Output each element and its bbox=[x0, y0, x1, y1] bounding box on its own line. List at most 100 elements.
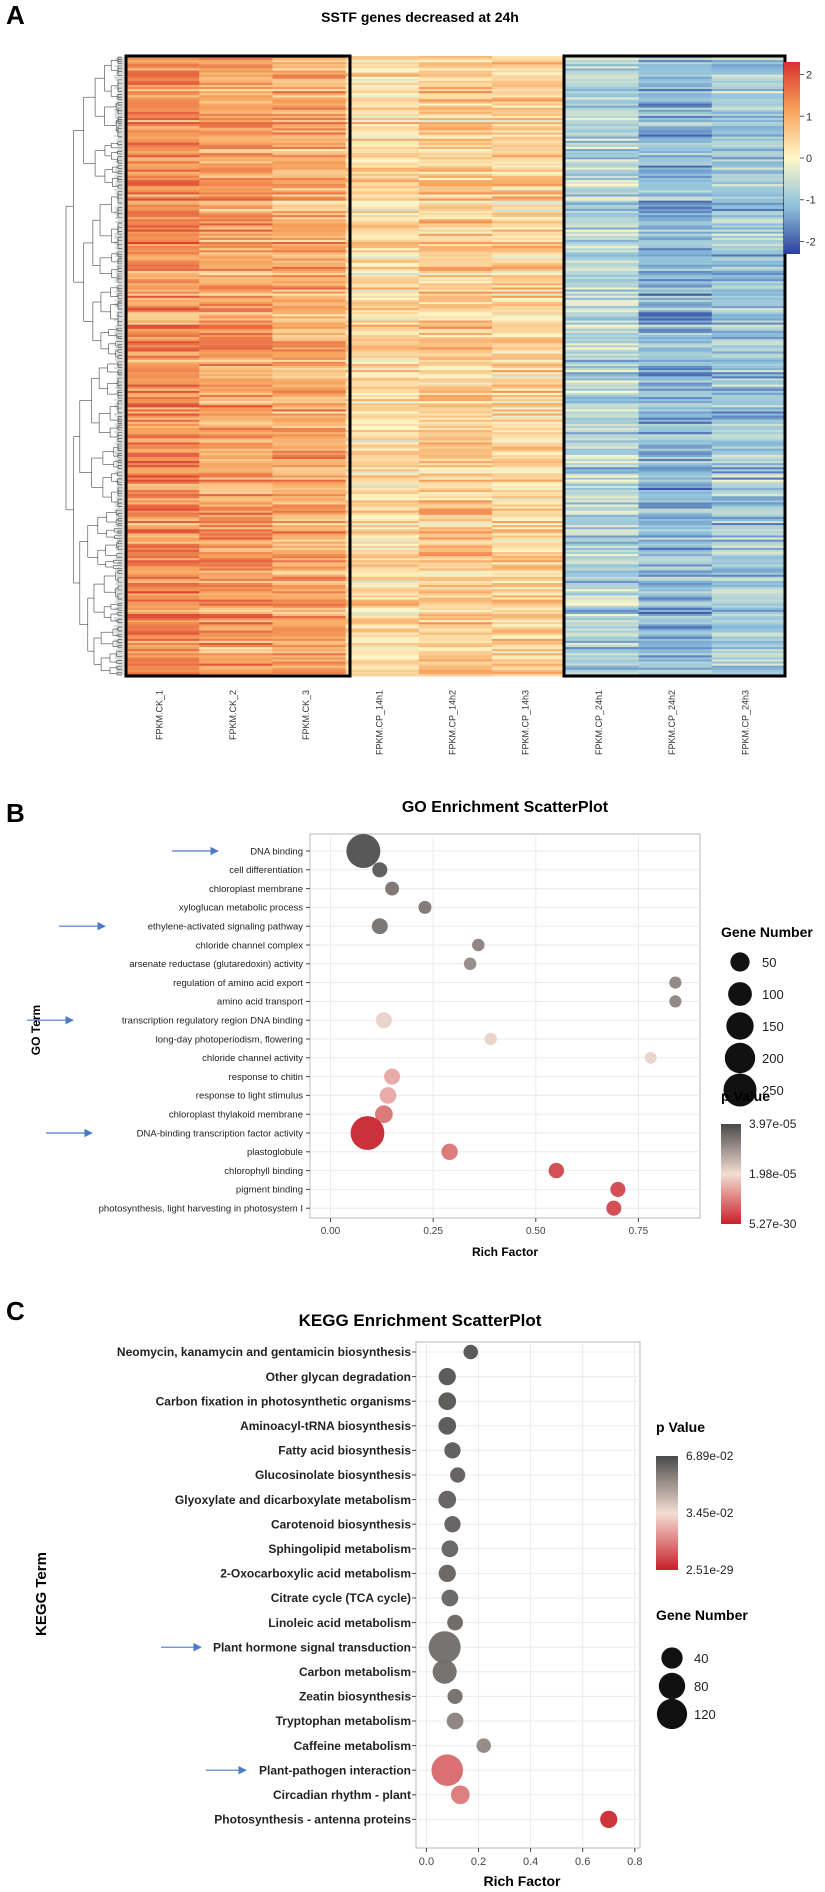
heatmap-cell bbox=[711, 580, 786, 584]
heatmap-cell bbox=[711, 593, 786, 596]
heatmap-cell bbox=[199, 456, 273, 460]
heatmap-cell bbox=[126, 200, 200, 204]
heatmap-cell bbox=[711, 144, 786, 148]
heatmap-cell bbox=[126, 136, 200, 140]
heatmap-cell bbox=[492, 301, 566, 305]
heatmap-cell bbox=[638, 667, 713, 671]
x-tick-label: 0.6 bbox=[575, 1856, 590, 1868]
heatmap-cell bbox=[345, 564, 420, 567]
heatmap-cell bbox=[711, 196, 786, 199]
heatmap-cell bbox=[711, 556, 786, 559]
heatmap-cell bbox=[418, 310, 493, 313]
heatmap-cell bbox=[711, 62, 786, 65]
heatmap-cell bbox=[492, 583, 566, 586]
heatmap-cell bbox=[492, 165, 566, 168]
heatmap-cell bbox=[199, 490, 273, 493]
heatmap-cell bbox=[126, 618, 200, 621]
data-point bbox=[441, 1143, 458, 1160]
heatmap-cell bbox=[418, 132, 493, 135]
heatmap-cell bbox=[272, 671, 347, 675]
heatmap-cell bbox=[638, 144, 713, 148]
heatmap-cell bbox=[492, 275, 566, 278]
heatmap-cell bbox=[711, 568, 786, 571]
heatmap-cell bbox=[492, 481, 566, 485]
heatmap-cell bbox=[126, 91, 200, 94]
heatmap-cell bbox=[711, 326, 786, 330]
heatmap-cell bbox=[711, 171, 786, 175]
heatmap-cell bbox=[126, 165, 200, 168]
heatmap-cell bbox=[345, 531, 420, 534]
heatmap-cell bbox=[492, 614, 566, 617]
heatmap-cell bbox=[199, 138, 273, 142]
heatmap-cell bbox=[272, 587, 347, 590]
heatmap-cell bbox=[565, 647, 639, 650]
heatmap-cell bbox=[711, 146, 786, 150]
heatmap-cell bbox=[492, 101, 566, 104]
heatmap-cell bbox=[199, 392, 273, 396]
heatmap-cell bbox=[126, 541, 200, 545]
heatmap-cell bbox=[199, 190, 273, 193]
heatmap-cell bbox=[565, 289, 639, 292]
heatmap-cell bbox=[272, 368, 347, 371]
heatmap-cell bbox=[638, 626, 713, 629]
heatmap-cell bbox=[126, 328, 200, 332]
heatmap-cell bbox=[492, 111, 566, 115]
heatmap-cell bbox=[418, 630, 493, 633]
heatmap-cell bbox=[638, 386, 713, 390]
heatmap-cell bbox=[126, 568, 200, 571]
heatmap-cell bbox=[272, 225, 347, 228]
heatmap-cell bbox=[345, 268, 420, 272]
heatmap-cell bbox=[345, 171, 420, 175]
heatmap-cell bbox=[638, 436, 713, 439]
heatmap-cell bbox=[126, 132, 200, 135]
heatmap-cell bbox=[492, 268, 566, 272]
heatmap-cell bbox=[418, 585, 493, 588]
heatmap-cell bbox=[272, 80, 347, 84]
heatmap-cell bbox=[418, 490, 493, 493]
heatmap-cell bbox=[565, 99, 639, 102]
heatmap-cell bbox=[126, 626, 200, 629]
heatmap-cell bbox=[418, 66, 493, 69]
heatmap-cell bbox=[492, 500, 566, 503]
heatmap-cell bbox=[565, 130, 639, 133]
heatmap-cell bbox=[126, 514, 200, 518]
heatmap-cell bbox=[492, 91, 566, 94]
heatmap-cell bbox=[711, 421, 786, 425]
heatmap-cell bbox=[711, 258, 786, 261]
heatmap-cell bbox=[199, 463, 273, 466]
heatmap-cell bbox=[272, 198, 347, 202]
heatmap-cell bbox=[345, 459, 420, 462]
heatmap-cell bbox=[711, 157, 786, 160]
heatmap-cell bbox=[492, 151, 566, 154]
heatmap-cell bbox=[711, 304, 786, 307]
heatmap-cell bbox=[638, 481, 713, 485]
heatmap-cell bbox=[199, 326, 273, 330]
heatmap-cell bbox=[565, 659, 639, 662]
heatmap-cell bbox=[418, 225, 493, 228]
heatmap-cell bbox=[565, 535, 639, 538]
heatmap-cell bbox=[272, 151, 347, 154]
heatmap-cell bbox=[418, 440, 493, 443]
heatmap-cell bbox=[638, 70, 713, 73]
heatmap-cell bbox=[492, 467, 566, 470]
heatmap-cell bbox=[638, 595, 713, 598]
heatmap-cell bbox=[492, 645, 566, 648]
heatmap-cell bbox=[565, 198, 639, 202]
heatmap-cell bbox=[711, 252, 786, 255]
heatmap-cell bbox=[638, 188, 713, 191]
heatmap-cell bbox=[418, 601, 493, 605]
heatmap-cell bbox=[565, 339, 639, 342]
term-label: Tryptophan metabolism bbox=[276, 1714, 411, 1728]
heatmap-cell bbox=[492, 479, 566, 483]
heatmap-cell bbox=[492, 506, 566, 509]
heatmap-cell bbox=[565, 204, 639, 208]
heatmap-cell bbox=[199, 254, 273, 257]
heatmap-cell bbox=[638, 167, 713, 171]
heatmap-cell bbox=[711, 529, 786, 532]
heatmap-cell bbox=[565, 308, 639, 311]
heatmap-cell bbox=[272, 473, 347, 476]
heatmap-cell bbox=[492, 454, 566, 458]
heatmap-cell bbox=[199, 442, 273, 445]
heatmap-cell bbox=[345, 250, 420, 253]
heatmap-cell bbox=[272, 547, 347, 551]
